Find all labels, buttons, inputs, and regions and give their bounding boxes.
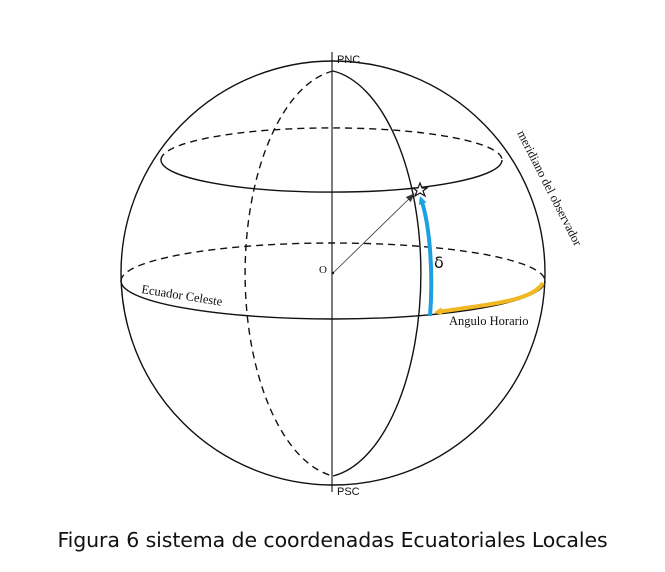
star-icon	[411, 181, 429, 198]
sphere-outline	[120, 60, 546, 486]
parallel-back	[160, 127, 503, 161]
equator-back	[120, 242, 546, 282]
label-north-pole: PNC	[337, 54, 360, 66]
hour-angle-arc	[434, 281, 545, 316]
celestial-sphere-diagram: PNC PSC O δ Ecuador Celeste Angulo Horar…	[120, 52, 585, 498]
star-radius	[332, 193, 415, 274]
label-hour-angle: Angulo Horario	[449, 314, 529, 328]
origin-point	[331, 271, 335, 275]
label-origin: O	[319, 264, 327, 276]
figure-caption: Figura 6 sistema de coordenadas Ecuatori…	[57, 528, 608, 552]
label-meridian: meridiano del observador	[514, 128, 585, 249]
parallel-front	[160, 159, 503, 193]
declination-arc	[418, 196, 434, 317]
hour-circle-front	[332, 70, 422, 477]
label-declination: δ	[434, 253, 444, 272]
label-south-pole: PSC	[337, 486, 360, 498]
hour-circle-back	[244, 70, 334, 477]
label-equator: Ecuador Celeste	[141, 282, 224, 309]
